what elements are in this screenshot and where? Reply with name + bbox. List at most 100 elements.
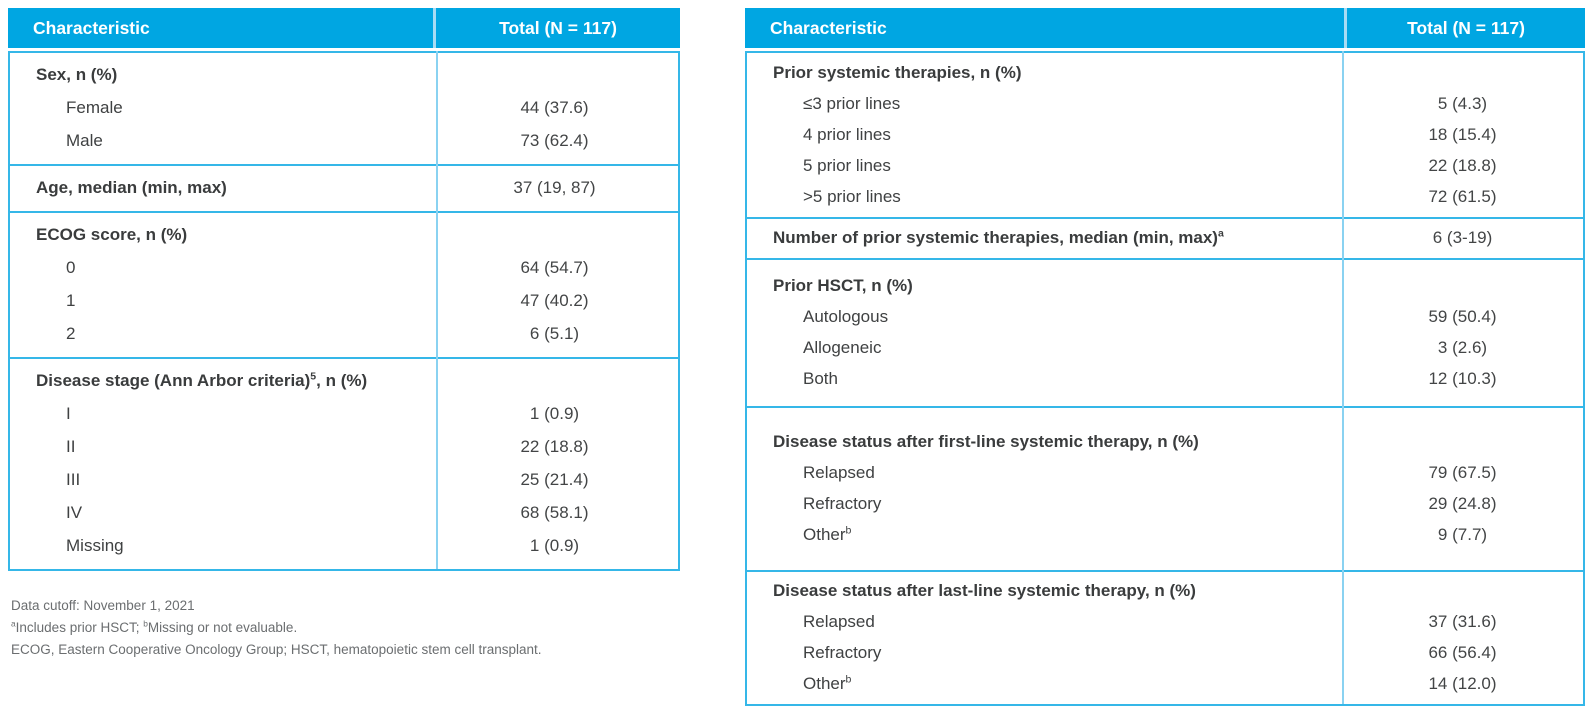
- section-label: Prior HSCT, n (%): [773, 275, 913, 295]
- table-row: Allogeneic 3 (2.6): [747, 332, 1583, 363]
- section-disease-stage: Disease stage (Ann Arbor criteria)5, n (…: [10, 357, 678, 569]
- value-cell: 22 (18.8): [1428, 155, 1497, 175]
- table-header-row: Characteristic Total (N = 117): [745, 8, 1585, 48]
- characteristic-cell: Relapsed: [747, 612, 1342, 632]
- value-cell: 64 (54.7): [520, 257, 589, 277]
- row-label: Other: [803, 673, 846, 693]
- row-label: Other: [803, 524, 846, 544]
- value-cell: 68 (58.1): [520, 502, 589, 522]
- characteristic-cell: Refractory: [747, 643, 1342, 663]
- value-cell: 6 (5.1): [529, 323, 580, 343]
- characteristic-cell: Age, median (min, max): [10, 178, 431, 198]
- table-row: III 25 (21.4): [10, 463, 678, 496]
- footnote-text: Includes prior HSCT;: [15, 620, 144, 635]
- characteristic-cell: Allogeneic: [747, 338, 1342, 358]
- characteristic-cell: 2: [10, 324, 431, 344]
- row-label: II: [66, 436, 76, 456]
- table-row: Relapsed 79 (67.5): [747, 457, 1583, 488]
- table-row: ≤3 prior lines 5 (4.3): [747, 88, 1583, 119]
- row-label: Missing: [66, 535, 124, 555]
- characteristic-cell: ≤3 prior lines: [747, 94, 1342, 114]
- value-cell: 3 (2.6): [1437, 337, 1488, 357]
- characteristic-cell: 1: [10, 291, 431, 311]
- prior-therapy-table: Characteristic Total (N = 117) Prior sys…: [745, 8, 1585, 706]
- section-sex: Sex, n (%) Female 44 (37.6) Male 73 (62.…: [10, 51, 678, 164]
- table-row: I 1 (0.9): [10, 397, 678, 430]
- table-header-row: Characteristic Total (N = 117): [8, 8, 680, 48]
- characteristic-cell: Both: [747, 369, 1342, 389]
- table-row: Otherb 9 (7.7): [747, 519, 1583, 550]
- row-label: 5 prior lines: [803, 155, 891, 175]
- row-label: Both: [803, 368, 838, 388]
- section-label: Number of prior systemic therapies, medi…: [773, 227, 1218, 247]
- table-body: Sex, n (%) Female 44 (37.6) Male 73 (62.…: [8, 51, 680, 571]
- table-row: Refractory 66 (56.4): [747, 637, 1583, 668]
- value-cell: 1 (0.9): [529, 535, 580, 555]
- characteristic-cell: Number of prior systemic therapies, medi…: [747, 228, 1342, 248]
- section-label-superscript: a: [1217, 227, 1224, 239]
- section-label: Sex, n (%): [36, 64, 118, 84]
- left-column: Characteristic Total (N = 117) Sex, n (%…: [8, 8, 680, 661]
- characteristic-cell: Relapsed: [747, 463, 1342, 483]
- column-divider: [436, 51, 438, 569]
- section-row: Disease status after first-line systemic…: [747, 426, 1583, 457]
- characteristic-cell: Disease status after first-line systemic…: [747, 432, 1342, 452]
- section-status-first-line: Disease status after first-line systemic…: [747, 406, 1583, 570]
- characteristic-cell: Prior systemic therapies, n (%): [747, 63, 1342, 83]
- characteristic-cell: ECOG score, n (%): [10, 225, 431, 245]
- value-cell: 22 (18.8): [520, 436, 589, 456]
- footnote-text: ECOG, Eastern Cooperative Oncology Group…: [11, 642, 542, 657]
- value-cell: 37 (31.6): [1428, 611, 1497, 631]
- section-row: Prior HSCT, n (%): [747, 270, 1583, 301]
- table-row: Otherb 14 (12.0): [747, 668, 1583, 699]
- value-cell: 1 (0.9): [529, 403, 580, 423]
- table-row: 2 6 (5.1): [10, 317, 678, 350]
- characteristic-cell: Prior HSCT, n (%): [747, 276, 1342, 296]
- characteristic-cell: Otherb: [747, 525, 1342, 545]
- characteristic-cell: 0: [10, 258, 431, 278]
- row-label: 4 prior lines: [803, 124, 891, 144]
- section-prior-systemic-therapies: Prior systemic therapies, n (%) ≤3 prior…: [747, 51, 1583, 217]
- value-cell: 12 (10.3): [1428, 368, 1497, 388]
- characteristic-cell: Otherb: [747, 674, 1342, 694]
- value-cell: 5 (4.3): [1437, 93, 1488, 113]
- table-row: Relapsed 37 (31.6): [747, 606, 1583, 637]
- row-label: Relapsed: [803, 611, 875, 631]
- row-label: Allogeneic: [803, 337, 882, 357]
- section-number-prior-therapies: Number of prior systemic therapies, medi…: [747, 217, 1583, 258]
- value-cell: 18 (15.4): [1428, 124, 1497, 144]
- row-label-superscript: b: [845, 524, 852, 536]
- row-label: ≤3 prior lines: [803, 93, 901, 113]
- characteristic-cell: II: [10, 437, 431, 457]
- column-header-total: Total (N = 117): [433, 8, 680, 48]
- section-age: Age, median (min, max) 37 (19, 87): [10, 164, 678, 211]
- value-cell: 44 (37.6): [520, 97, 589, 117]
- column-header-characteristic: Characteristic: [33, 17, 150, 38]
- section-label: Prior systemic therapies, n (%): [773, 62, 1022, 82]
- row-label: Refractory: [803, 642, 882, 662]
- row-label: 1: [66, 290, 76, 310]
- characteristic-cell: Refractory: [747, 494, 1342, 514]
- row-label: Female: [66, 97, 123, 117]
- table-row: Both 12 (10.3): [747, 363, 1583, 394]
- right-column: Characteristic Total (N = 117) Prior sys…: [745, 8, 1585, 706]
- table-row: Male 73 (62.4): [10, 124, 678, 157]
- value-cell: 59 (50.4): [1428, 306, 1497, 326]
- characteristic-cell: Female: [10, 98, 431, 118]
- footnote-data-cutoff: Data cutoff: November 1, 2021: [11, 595, 680, 617]
- column-header-total: Total (N = 117): [1344, 8, 1585, 48]
- demographics-table: Characteristic Total (N = 117) Sex, n (%…: [8, 8, 680, 571]
- characteristic-cell: Sex, n (%): [10, 65, 431, 85]
- characteristic-cell: Disease status after last-line systemic …: [747, 581, 1342, 601]
- value-cell: 79 (67.5): [1428, 462, 1497, 482]
- row-label: Male: [66, 130, 103, 150]
- table-row: 1 47 (40.2): [10, 284, 678, 317]
- row-label: Relapsed: [803, 462, 875, 482]
- characteristic-cell: IV: [10, 503, 431, 523]
- footnote-text: Missing or not evaluable.: [147, 620, 298, 635]
- characteristic-cell: Disease stage (Ann Arbor criteria)5, n (…: [10, 371, 431, 391]
- value-cell: 72 (61.5): [1428, 186, 1497, 206]
- table-row: >5 prior lines 72 (61.5): [747, 181, 1583, 212]
- footnote-superscript-b: b: [143, 618, 148, 629]
